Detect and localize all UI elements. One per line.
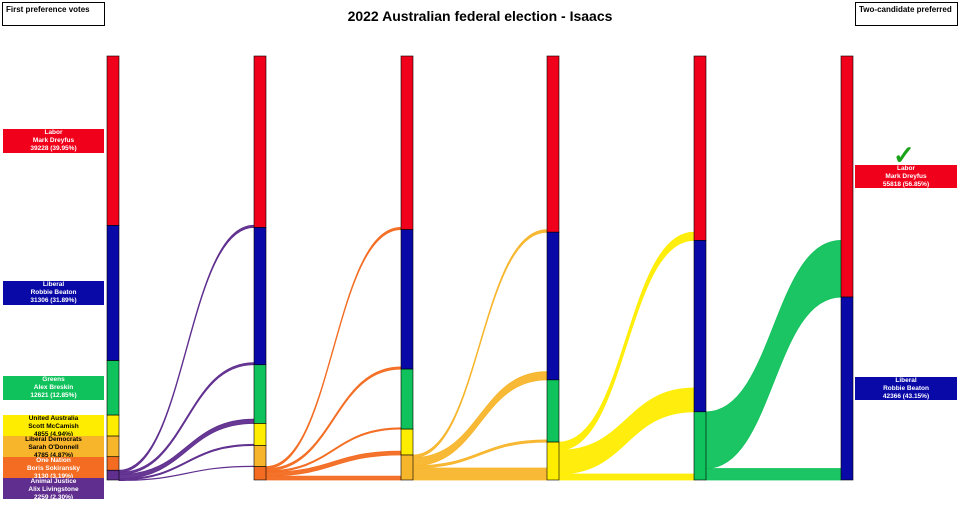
label-candidate: Alex Breskin	[33, 383, 74, 391]
label-votes: 4785 (4.87%)	[33, 452, 74, 460]
bar-round3-united-australia	[400, 428, 414, 456]
tcp-label-liberal: Liberal Robbie Beaton 42366 (43.15%)	[855, 377, 957, 401]
first-pref-label-labor: Labor Mark Dreyfus 39228 (39.95%)	[3, 128, 104, 153]
tcp-label-labor: Labor Mark Dreyfus 55818 (56.85%)	[855, 165, 957, 189]
flow-liberal-democrats-to-united-australia	[412, 467, 548, 481]
label-votes: 3130 (3.19%)	[33, 473, 74, 481]
label-votes: 2259 (2.30%)	[33, 494, 74, 502]
flow-liberal-democrats-to-greens	[412, 439, 548, 469]
first-pref-label-united-australia: United Australia Scott McCamish 4855 (4.94…	[3, 415, 104, 439]
first-preference-label: First preference votes	[2, 2, 105, 26]
label-votes: 12621 (12.85%)	[30, 391, 77, 399]
flow-greens-to-labor	[705, 239, 842, 469]
label-votes: 42366 (43.15%)	[882, 393, 930, 401]
label-candidate: Sarah O'Donnell	[28, 444, 79, 452]
bar-round2-greens	[253, 364, 267, 424]
bar-round1-animal-justice	[106, 469, 120, 481]
label-party: Liberal Democrats	[25, 436, 82, 444]
flow-animal-justice-to-liberal	[118, 362, 255, 475]
bar-round1-labor	[106, 55, 120, 226]
label-candidate: Robbie Beaton	[30, 288, 77, 296]
label-candidate: Mark Dreyfus	[32, 136, 75, 144]
bar-round3-liberal-democrats	[400, 454, 414, 481]
bar-round2-liberal	[253, 227, 267, 366]
first-pref-label-liberal: Liberal Robbie Beaton 31306 (31.89%)	[3, 280, 104, 305]
bar-round5-greens	[693, 411, 707, 481]
flow-united-australia-to-liberal	[558, 387, 695, 475]
bar-round1-liberal-democrats	[106, 435, 120, 458]
first-pref-label-liberal-democrats: Liberal Democrats Sarah O'Donnell 4785 (4.…	[3, 436, 104, 460]
winner-check-icon: ✓	[893, 140, 915, 170]
flow-liberal-democrats-to-liberal	[412, 371, 548, 467]
bar-round6-labor	[840, 55, 854, 298]
first-pref-label-animal-justice: Animal Justice Alix Livingstone 2259 (2.30…	[3, 478, 104, 502]
bar-round4-united-australia	[546, 441, 560, 481]
bar-round1-liberal	[106, 225, 120, 361]
bar-round2-one-nation	[253, 466, 267, 481]
flow-one-nation-to-liberal-democrats	[265, 475, 402, 481]
flow-one-nation-to-labor	[265, 227, 402, 470]
first-pref-label-one-nation: One Nation Boris Sokiransky 3130 (3.19%)	[3, 457, 104, 481]
label-candidate: Scott McCamish	[28, 423, 79, 431]
bar-round3-labor	[400, 55, 414, 230]
label-party: One Nation	[36, 457, 71, 465]
label-candidate: Mark Dreyfus	[885, 173, 927, 181]
label-candidate: Alix Livingstone	[28, 486, 79, 494]
first-pref-label-greens: Greens Alex Breskin 12621 (12.85%)	[3, 375, 104, 400]
flow-greens-to-liberal	[705, 468, 842, 481]
label-party: United Australia	[28, 415, 79, 423]
label-party: Greens	[42, 375, 65, 383]
bar-round2-labor	[253, 55, 267, 228]
bar-round4-greens	[546, 379, 560, 443]
bar-round3-greens	[400, 368, 414, 430]
label-party: Labor	[896, 165, 916, 173]
two-candidate-preferred-label: Two-candidate preferred	[855, 2, 958, 26]
label-votes: 4855 (4.94%)	[33, 431, 74, 439]
flow-animal-justice-to-labor	[118, 224, 255, 473]
label-party: Animal Justice	[30, 478, 77, 486]
label-candidate: Robbie Beaton	[883, 385, 929, 393]
bar-round3-liberal	[400, 229, 414, 370]
label-votes: 31306 (31.89%)	[30, 296, 77, 304]
bar-round2-liberal-democrats	[253, 445, 267, 467]
label-party: Liberal	[42, 280, 65, 288]
label-votes: 55818 (56.85%)	[882, 181, 930, 189]
bar-round1-united-australia	[106, 414, 120, 437]
label-party: Labor	[44, 128, 63, 136]
flow-united-australia-to-labor	[558, 231, 695, 451]
bar-round4-labor	[546, 55, 560, 233]
chart-title: 2022 Australian federal election - Isaac…	[347, 8, 613, 24]
bar-round1-greens	[106, 360, 120, 416]
bar-round1-one-nation	[106, 456, 120, 471]
bar-round2-united-australia	[253, 423, 267, 446]
label-candidate: Boris Sokiransky	[26, 465, 81, 473]
bar-round6-liberal	[840, 296, 854, 481]
bar-round5-liberal	[693, 240, 707, 413]
bar-round5-labor	[693, 55, 707, 241]
label-votes: 39228 (39.95%)	[30, 144, 77, 152]
label-party: Liberal	[895, 377, 917, 385]
bar-round4-liberal	[546, 231, 560, 381]
flow-united-australia-to-greens	[558, 473, 695, 481]
flow-one-nation-to-united-australia	[265, 450, 402, 477]
